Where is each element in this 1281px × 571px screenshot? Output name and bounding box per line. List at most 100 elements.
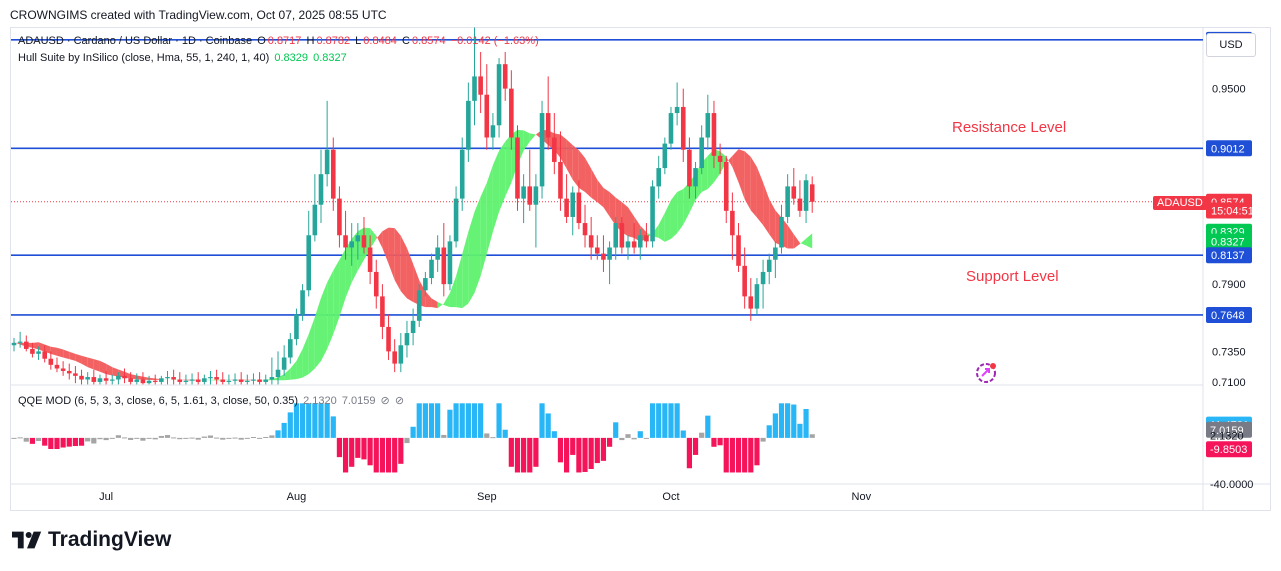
candle-body [515, 137, 520, 199]
qqe-bar [183, 437, 189, 439]
qqe-bar [803, 408, 809, 438]
candle-body [257, 379, 262, 382]
candle-body [490, 125, 496, 138]
hull-band-segment [609, 191, 616, 226]
hull-band-segment [664, 200, 671, 242]
candle-body [539, 113, 545, 187]
hull-band-segment [486, 165, 493, 255]
replay-icon[interactable] [974, 361, 998, 385]
hull-band-segment [81, 355, 88, 368]
hull-band-segment [204, 379, 211, 381]
candle-body [337, 198, 342, 236]
hull-band-segment [333, 259, 340, 335]
time-tick-label: Aug [287, 491, 307, 503]
qqe-bar [379, 437, 385, 473]
candle-body [576, 192, 582, 224]
qqe-bar [324, 403, 330, 438]
price-label-box [1206, 202, 1252, 219]
qqe-bar [115, 435, 121, 438]
hull-band-segment [394, 228, 401, 292]
qqe-bar [238, 437, 244, 440]
currency-button[interactable]: USD [1206, 33, 1256, 57]
qqe-bar [766, 425, 772, 438]
symbol-legend[interactable]: ADAUSD · Cardano / US Dollar · 1D · Coin… [18, 35, 541, 47]
candle-body [527, 186, 533, 205]
hull-band-segment [628, 207, 635, 238]
hull-band-segment [130, 374, 137, 380]
qqe-bar [220, 437, 226, 440]
price-label-box [1206, 140, 1252, 157]
candle-body [398, 345, 404, 364]
low-value: 0.8484 [363, 35, 397, 47]
open-value: 0.8717 [267, 35, 302, 47]
qqe-bar [705, 415, 711, 438]
qqe-bar [471, 403, 478, 438]
qqe-bar [355, 437, 361, 458]
hull-band-segment [149, 377, 156, 381]
candle-body [662, 143, 668, 169]
candle-body [152, 380, 158, 382]
candle-body [17, 341, 23, 343]
candle-body [582, 223, 588, 236]
qqe-bar [465, 403, 471, 438]
hull-band-segment [492, 150, 500, 232]
candle-body [275, 369, 281, 378]
resistance-annotation: Resistance Level [952, 119, 1067, 136]
time-tick-label: Nov [852, 491, 872, 503]
qqe-bar [422, 403, 428, 438]
candle-body [754, 284, 760, 309]
qqe-bar [656, 403, 662, 438]
candle-body [134, 379, 140, 382]
candle-body [79, 375, 84, 380]
candle-body [214, 377, 219, 380]
hull-band-segment [578, 150, 586, 192]
candle-body [736, 235, 741, 266]
candle-body [91, 377, 97, 382]
hull-band-segment [591, 168, 598, 203]
qqe-bar [441, 434, 447, 438]
candle-body [637, 235, 643, 248]
candle-body [760, 271, 766, 285]
tradingview-brand[interactable]: TradingView [12, 528, 171, 552]
candle-body [386, 326, 391, 352]
close-label: C [402, 35, 410, 47]
hidden-icon[interactable]: ⊘ [380, 395, 390, 407]
hull-band-segment [69, 351, 76, 361]
qqe-bar [570, 437, 576, 455]
qqe-bar [257, 437, 263, 439]
qqe-bar [91, 437, 97, 444]
qqe-bar [514, 437, 521, 473]
qqe-bar [367, 437, 373, 466]
qqe-bar [97, 437, 103, 440]
candle-body [680, 106, 686, 150]
qqe-bar [557, 437, 564, 463]
candle-body [631, 241, 637, 248]
hull-band-segment [400, 235, 407, 299]
candle-body [263, 379, 269, 382]
qqe-bar [54, 437, 60, 449]
qqe-bar [250, 436, 257, 438]
hull-band-segment [271, 377, 279, 381]
hull-band-segment [793, 234, 800, 249]
hull-legend[interactable]: Hull Suite by InSilico (close, Hma, 55, … [18, 52, 349, 64]
qqe-legend[interactable]: QQE MOD (6, 5, 3, 3, close, 6, 5, 1.61, … [18, 394, 406, 407]
qqe-bar [729, 437, 735, 473]
qqe-bar [244, 437, 250, 439]
qqe-bar [398, 437, 404, 464]
hull-band-segment [388, 227, 395, 281]
candle-body [312, 204, 318, 236]
candle-body [202, 378, 207, 382]
hidden-icon-2[interactable]: ⊘ [394, 395, 405, 407]
candle-body [226, 380, 232, 382]
qqe-bar [35, 437, 42, 441]
candle-body [429, 259, 434, 279]
hull-band-segment [523, 130, 530, 151]
candle-body [109, 379, 115, 381]
qqe-bar [171, 437, 177, 439]
price-label-text: 15:04:51 [1211, 205, 1254, 217]
hull-band-segment [738, 149, 745, 200]
candle-body [232, 379, 238, 381]
candle-body [699, 137, 704, 169]
candle-body [269, 377, 275, 380]
